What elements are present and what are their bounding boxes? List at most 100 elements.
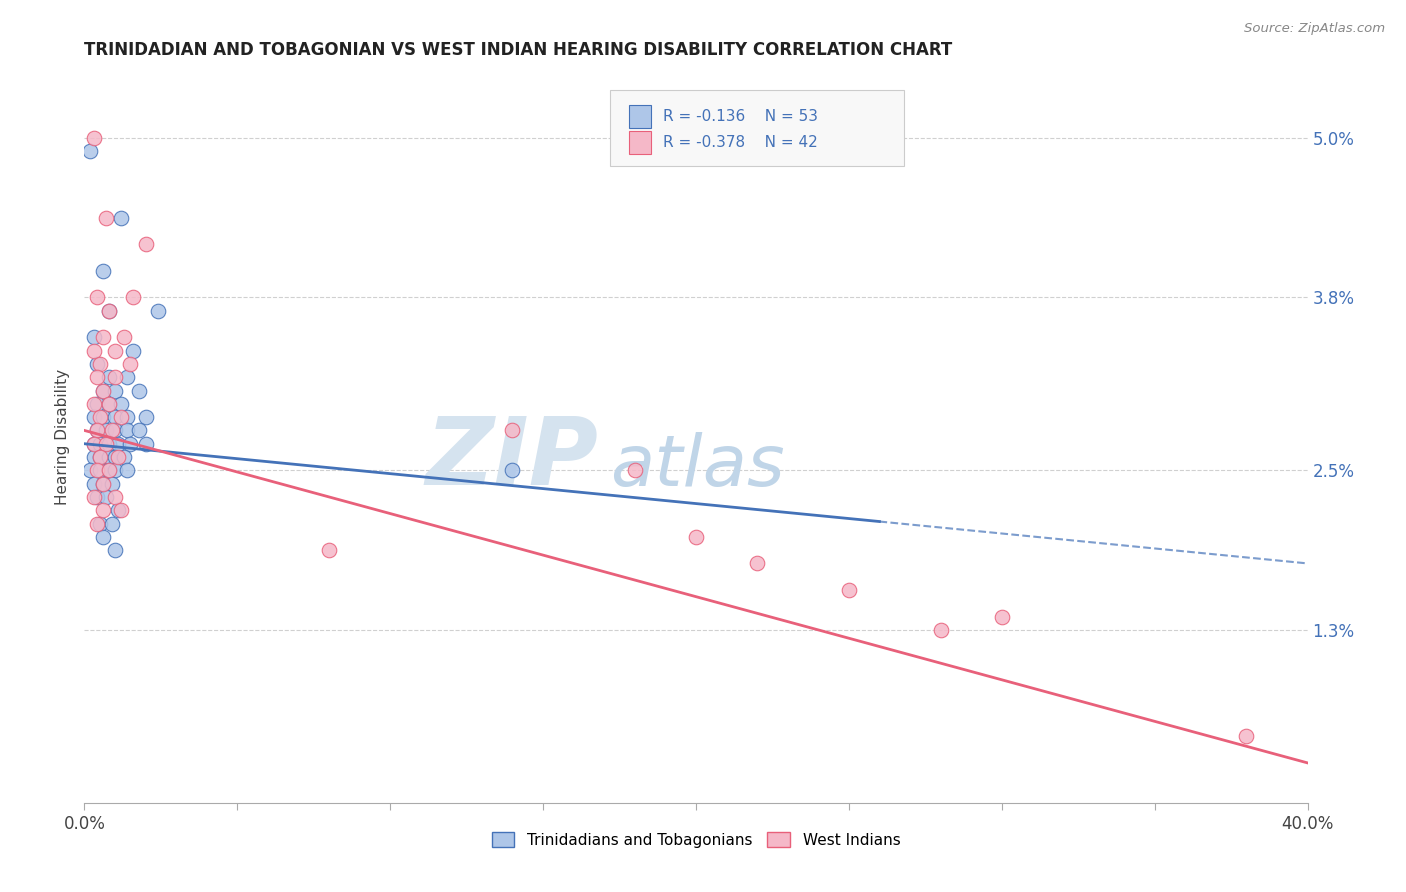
- Text: R = -0.136    N = 53: R = -0.136 N = 53: [664, 110, 818, 124]
- Point: [112, 450, 135, 464]
- Text: Source: ZipAtlas.com: Source: ZipAtlas.com: [1244, 22, 1385, 36]
- Point: [91, 530, 114, 544]
- Point: [685, 530, 707, 544]
- Text: R = -0.378    N = 42: R = -0.378 N = 42: [664, 135, 818, 150]
- Y-axis label: Hearing Disability: Hearing Disability: [55, 369, 70, 505]
- Point: [86, 424, 108, 438]
- Point: [110, 397, 132, 411]
- Point: [83, 397, 105, 411]
- Point: [120, 436, 142, 450]
- Point: [97, 397, 120, 411]
- Point: [838, 582, 860, 597]
- Point: [86, 516, 108, 531]
- Point: [83, 410, 105, 425]
- Point: [86, 370, 108, 384]
- Point: [101, 424, 124, 438]
- Point: [79, 144, 101, 158]
- Point: [115, 424, 138, 438]
- Point: [135, 237, 157, 252]
- Point: [89, 450, 111, 464]
- Text: ZIP: ZIP: [425, 413, 598, 505]
- Point: [122, 290, 145, 304]
- Point: [128, 424, 150, 438]
- Point: [83, 330, 105, 344]
- Point: [101, 476, 124, 491]
- Point: [104, 543, 127, 558]
- Point: [83, 490, 105, 504]
- Point: [128, 384, 150, 398]
- Point: [110, 211, 132, 225]
- Point: [502, 463, 524, 477]
- Point: [97, 463, 120, 477]
- Text: TRINIDADIAN AND TOBAGONIAN VS WEST INDIAN HEARING DISABILITY CORRELATION CHART: TRINIDADIAN AND TOBAGONIAN VS WEST INDIA…: [84, 41, 953, 59]
- Point: [115, 370, 138, 384]
- Point: [86, 290, 108, 304]
- Point: [91, 476, 114, 491]
- Point: [86, 490, 108, 504]
- Point: [97, 436, 120, 450]
- Point: [86, 463, 108, 477]
- Point: [91, 410, 114, 425]
- Point: [89, 463, 111, 477]
- FancyBboxPatch shape: [628, 131, 651, 154]
- Point: [97, 303, 120, 318]
- Point: [1236, 729, 1258, 743]
- Point: [86, 397, 108, 411]
- Point: [929, 623, 952, 637]
- Point: [110, 503, 132, 517]
- Point: [94, 424, 117, 438]
- Point: [83, 131, 105, 145]
- Point: [97, 397, 120, 411]
- Point: [91, 476, 114, 491]
- Point: [94, 211, 117, 225]
- Point: [83, 436, 105, 450]
- Point: [115, 410, 138, 425]
- Point: [89, 450, 111, 464]
- Point: [86, 357, 108, 371]
- Text: atlas: atlas: [610, 432, 785, 500]
- Point: [91, 384, 114, 398]
- Point: [747, 557, 769, 571]
- Point: [120, 357, 142, 371]
- Point: [83, 436, 105, 450]
- Point: [110, 410, 132, 425]
- FancyBboxPatch shape: [628, 105, 651, 128]
- Point: [104, 463, 127, 477]
- Point: [89, 410, 111, 425]
- Point: [91, 330, 114, 344]
- Point: [104, 370, 127, 384]
- Point: [83, 476, 105, 491]
- Point: [79, 463, 101, 477]
- Point: [104, 424, 127, 438]
- Point: [91, 503, 114, 517]
- Point: [107, 436, 129, 450]
- Point: [318, 543, 340, 558]
- Point: [107, 450, 129, 464]
- Point: [91, 384, 114, 398]
- Point: [991, 609, 1014, 624]
- Point: [83, 343, 105, 358]
- Point: [135, 436, 157, 450]
- Point: [97, 463, 120, 477]
- Point: [97, 450, 120, 464]
- Point: [624, 463, 647, 477]
- Point: [89, 516, 111, 531]
- Point: [122, 343, 145, 358]
- FancyBboxPatch shape: [610, 90, 904, 167]
- Point: [89, 357, 111, 371]
- Point: [89, 436, 111, 450]
- Point: [502, 424, 524, 438]
- Point: [104, 384, 127, 398]
- Legend: Trinidadians and Tobagonians, West Indians: Trinidadians and Tobagonians, West India…: [485, 825, 907, 854]
- Point: [83, 450, 105, 464]
- Point: [86, 424, 108, 438]
- Point: [101, 516, 124, 531]
- Point: [107, 503, 129, 517]
- Point: [146, 303, 169, 318]
- Point: [104, 410, 127, 425]
- Point: [104, 343, 127, 358]
- Point: [94, 490, 117, 504]
- Point: [104, 450, 127, 464]
- Point: [112, 330, 135, 344]
- Point: [97, 303, 120, 318]
